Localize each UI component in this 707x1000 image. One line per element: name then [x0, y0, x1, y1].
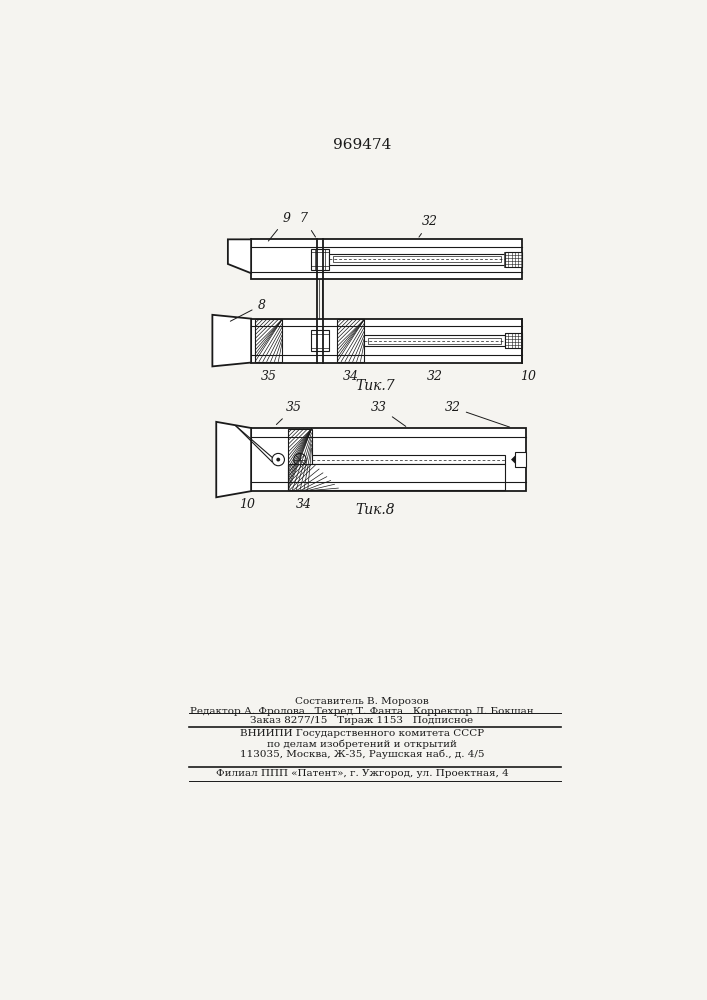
- Bar: [364, 335, 506, 346]
- Text: 34: 34: [343, 370, 358, 383]
- Bar: [337, 319, 364, 362]
- Bar: [312, 455, 505, 464]
- Text: Филиал ППП «Патент», г. Ужгород, ул. Проектная, 4: Филиал ППП «Патент», г. Ужгород, ул. Про…: [216, 769, 508, 778]
- Text: ВНИИПИ Государственного комитета СССР: ВНИИПИ Государственного комитета СССР: [240, 729, 484, 738]
- Text: 9: 9: [269, 212, 290, 241]
- Bar: [333, 256, 501, 262]
- Bar: [329, 254, 506, 265]
- Bar: [251, 239, 522, 279]
- Bar: [251, 319, 522, 363]
- Text: 35: 35: [276, 401, 302, 425]
- Text: Редактор А. Фролова   Техред Т. Фанта   Корректор Л. Бокшан: Редактор А. Фролова Техред Т. Фанта Корр…: [190, 707, 534, 716]
- Polygon shape: [216, 422, 251, 497]
- Text: 10: 10: [239, 498, 255, 512]
- Text: Τик.8: Τик.8: [356, 503, 395, 517]
- Text: 35: 35: [261, 370, 276, 383]
- Bar: [506, 333, 522, 348]
- Bar: [255, 319, 282, 362]
- Bar: [515, 452, 526, 467]
- Polygon shape: [212, 315, 251, 366]
- Text: 969474: 969474: [333, 138, 391, 152]
- Bar: [311, 249, 329, 270]
- Text: 32: 32: [427, 370, 443, 383]
- Text: 34: 34: [296, 498, 312, 512]
- Text: Составитель В. Морозов: Составитель В. Морозов: [295, 697, 429, 706]
- Polygon shape: [228, 239, 251, 273]
- Text: 32: 32: [445, 401, 510, 427]
- Text: 32: 32: [419, 215, 438, 237]
- Text: Заказ 8277/15   Тираж 1153   Подписное: Заказ 8277/15 Тираж 1153 Подписное: [250, 716, 474, 725]
- Text: 33: 33: [371, 401, 406, 426]
- Bar: [251, 428, 526, 491]
- Text: 7: 7: [300, 212, 315, 237]
- Text: 10: 10: [520, 370, 537, 383]
- Circle shape: [276, 458, 280, 461]
- Text: 113035, Москва, Ж-35, Раушская наб., д. 4/5: 113035, Москва, Ж-35, Раушская наб., д. …: [240, 750, 484, 759]
- Circle shape: [293, 453, 306, 466]
- Bar: [311, 330, 329, 351]
- Polygon shape: [512, 456, 519, 463]
- Text: 8: 8: [230, 299, 265, 321]
- Bar: [288, 429, 312, 490]
- Text: по делам изобретений и открытий: по делам изобретений и открытий: [267, 740, 457, 749]
- Bar: [368, 338, 501, 344]
- Circle shape: [272, 453, 284, 466]
- Bar: [504, 252, 506, 267]
- Text: Τик.7: Τик.7: [356, 379, 395, 393]
- Bar: [506, 252, 522, 267]
- Bar: [288, 464, 505, 490]
